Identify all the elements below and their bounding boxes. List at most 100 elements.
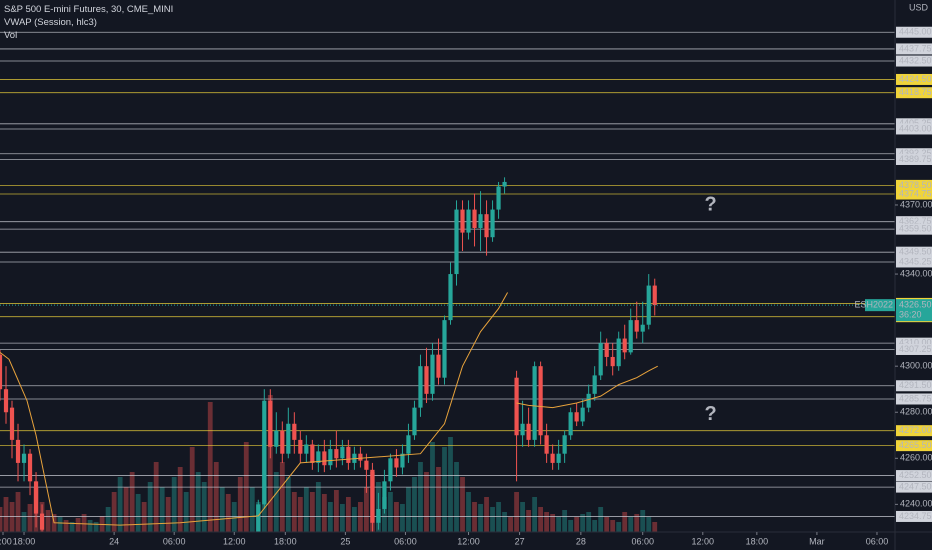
volume-bar	[303, 487, 309, 532]
volume-bar	[520, 502, 525, 532]
level-label: 4445.00	[899, 27, 932, 37]
candle-body	[526, 423, 531, 440]
candle-body	[382, 481, 387, 509]
volume-bar	[231, 502, 237, 532]
currency: USD	[909, 2, 929, 12]
candle-body	[580, 407, 585, 422]
volume-bar	[165, 497, 171, 532]
candle-body	[27, 453, 33, 482]
volume-bar	[460, 477, 465, 532]
y-tick-label: 4370.00	[900, 199, 932, 209]
candle-body	[514, 377, 519, 436]
candle-body	[33, 481, 39, 514]
volume-bar	[436, 467, 441, 532]
candle-body	[358, 453, 363, 461]
volume-bar	[622, 512, 628, 532]
volume-bar	[580, 514, 586, 532]
volume-bar	[592, 520, 598, 532]
level-label-bg	[896, 55, 932, 67]
volume-bar	[472, 502, 477, 532]
candle-body	[454, 209, 459, 275]
candle-body	[544, 435, 549, 454]
level-label-bg	[896, 440, 932, 452]
volume-bar	[321, 494, 327, 532]
candle-body	[496, 186, 501, 210]
volume-bar	[213, 462, 219, 532]
candle-body	[304, 444, 309, 454]
x-tick-label: 06:00	[866, 536, 889, 546]
candle-body	[478, 214, 483, 228]
last-price-label-bg	[896, 299, 932, 322]
volume-bar	[412, 477, 417, 532]
candle-body	[562, 435, 567, 454]
level-label-bg	[896, 380, 932, 392]
level-label: 4234.75	[899, 511, 932, 521]
level-label-bg	[896, 256, 932, 268]
x-tick-label: 28	[576, 536, 586, 546]
level-label: 4424.50	[899, 74, 932, 84]
volume-bar	[550, 514, 556, 532]
candle-body	[550, 453, 555, 463]
x-tick-label: 25	[340, 536, 350, 546]
candle-body	[400, 453, 405, 468]
plot-area: ??	[0, 31, 895, 532]
candle-body	[448, 274, 453, 321]
volume-bar	[273, 472, 279, 532]
x-tick-label: 06:00	[163, 536, 186, 546]
candle-body	[21, 453, 27, 463]
volume-bar	[309, 492, 315, 532]
candle-body	[322, 451, 327, 466]
volume-bar	[177, 467, 183, 532]
volume-bar	[219, 487, 225, 532]
volume-bar	[508, 517, 513, 532]
volume-bar	[448, 437, 453, 532]
x-tick-label: 27	[515, 536, 525, 546]
candle-body	[280, 430, 285, 454]
candle-body	[15, 439, 21, 463]
indicator-label: Vol	[4, 30, 17, 41]
candle-body	[472, 209, 477, 228]
chart-title: S&P 500 E-mini Futures, 30, CME_MINI	[4, 4, 173, 15]
level-label: 4310.00	[899, 338, 932, 348]
volume-bar	[147, 482, 153, 532]
candle-body	[466, 209, 471, 233]
volume-bar	[333, 490, 339, 532]
volume-bar	[105, 507, 111, 532]
level-label: 4389.75	[899, 154, 932, 164]
volume-bar	[135, 494, 141, 532]
volume-bar	[15, 492, 21, 532]
volume-bar	[454, 462, 459, 532]
volume-bar	[610, 520, 616, 532]
candle-body	[532, 366, 537, 440]
volume-bar	[496, 502, 501, 532]
x-tick-label: 06:00	[631, 536, 654, 546]
volume-bar	[556, 517, 562, 532]
candle-body	[9, 407, 15, 440]
y-tick-label: 4340.00	[900, 268, 932, 278]
candle-body	[412, 407, 417, 436]
level-label: 4362.75	[899, 216, 932, 226]
last-price-label: 4326.50	[899, 300, 932, 310]
annotation: ?	[704, 193, 716, 215]
level-label: 4349.50	[899, 247, 932, 257]
x-tick-label: 12:00	[692, 536, 715, 546]
countdown-label: 36:20	[899, 310, 922, 320]
level-label: 4285.75	[899, 393, 932, 403]
candle-body	[334, 449, 339, 459]
level-label: 4437.75	[899, 43, 932, 53]
candle-body	[388, 458, 393, 482]
candle-body	[436, 354, 441, 378]
candle-body	[424, 366, 429, 394]
level-label-bg	[896, 179, 932, 191]
level-label-bg	[896, 43, 932, 55]
level-label-bg	[896, 73, 932, 85]
x-tick-label: 12:00	[457, 536, 480, 546]
volume-bar	[249, 487, 255, 532]
volume-bar	[153, 462, 159, 532]
y-tick-label: 4300.00	[900, 361, 932, 371]
candle-body	[364, 460, 369, 470]
volume-bar	[81, 514, 87, 532]
volume-bar	[141, 502, 147, 532]
candle-body	[628, 320, 633, 353]
